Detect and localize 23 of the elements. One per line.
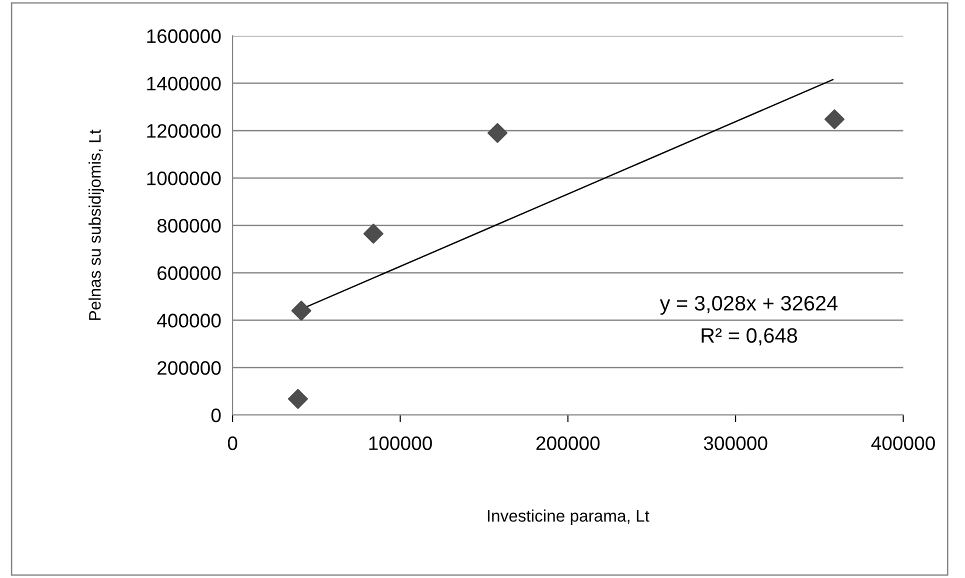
point (291, 300, 312, 321)
point (487, 122, 508, 144)
annotation: y = 3,028x + 32624 (660, 296, 838, 315)
x-tick-label: 400000 (871, 436, 935, 450)
x-tick-label: 100000 (369, 436, 432, 450)
y-axis-title: Pelnas su subsidijomis, Lt (88, 130, 104, 320)
y-tick-label: 600000 (158, 266, 221, 280)
y-tick-label: 0 (211, 408, 221, 422)
x-tick-label: 300000 (704, 436, 768, 450)
point (824, 109, 845, 130)
point (288, 388, 308, 409)
y-tick-label: 1200000 (147, 124, 221, 138)
y-tick-label: 200000 (158, 361, 221, 375)
y-tick-label: 1000000 (147, 171, 221, 186)
point (363, 224, 384, 244)
x-axis-title: Investicine parama, Lt (488, 510, 650, 526)
y-tick-label: 1400000 (147, 76, 221, 90)
y-tick-label: 400000 (157, 314, 221, 328)
x-tick-label: 200000 (536, 436, 600, 450)
y-tick-label: 800000 (157, 218, 221, 233)
x-tick-label: 0 (228, 436, 238, 450)
y-tick-label: 1600000 (147, 29, 221, 44)
annotation: R² = 0,648 (702, 328, 798, 346)
